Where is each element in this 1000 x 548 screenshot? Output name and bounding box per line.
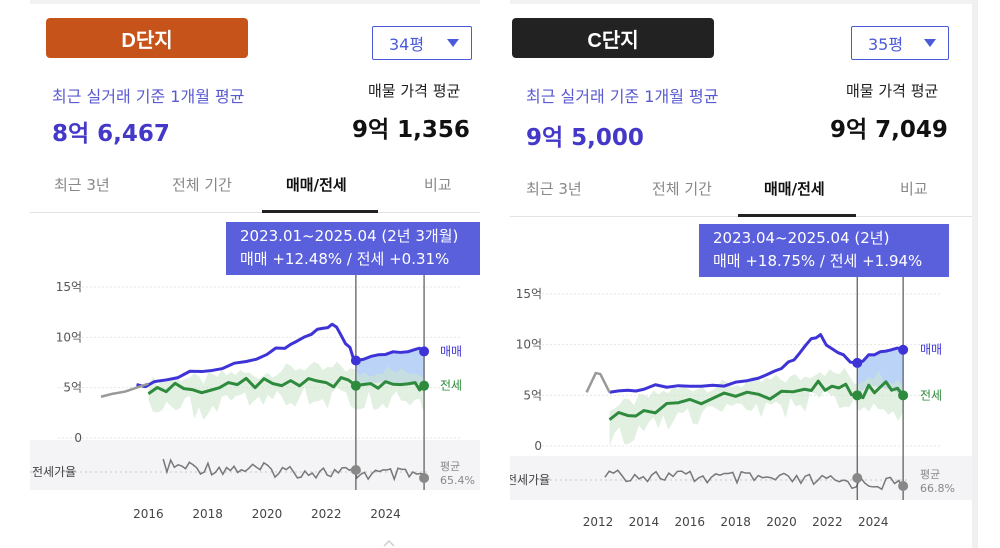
tab-active-indicator <box>262 210 378 213</box>
sale-series-label: 매매 <box>920 343 942 357</box>
tab-compare[interactable]: 비교 <box>424 176 452 194</box>
sale-price-line <box>609 333 904 394</box>
ask-price-label: 매물 가격 평균 <box>846 82 939 100</box>
y-tick-label: 0 <box>74 431 82 445</box>
tab-all-period[interactable]: 전체 기간 <box>172 176 232 194</box>
real-price-label: 최근 실거래 기준 1개월 평균 <box>526 87 719 106</box>
ratio-marker-dot <box>350 465 361 475</box>
y-tick-label: 10억 <box>56 330 82 344</box>
tooltip-arrow <box>386 274 400 275</box>
ratio-marker-dot <box>419 473 430 483</box>
jeonse-ratio-line <box>604 469 904 491</box>
tab-compare[interactable]: 비교 <box>900 180 928 198</box>
tab-recent-3y[interactable]: 최근 3년 <box>54 176 110 194</box>
x-tick-label: 2012 <box>583 515 614 529</box>
jeonse-series-label: 전세 <box>440 379 462 393</box>
y-tick-label: 5억 <box>523 388 542 402</box>
ratio-label: 전세가율 <box>32 465 76 479</box>
ratio-average-value: 66.8% <box>920 482 955 495</box>
jeonse-range-band <box>148 361 425 420</box>
tab-divider <box>30 212 480 213</box>
sale-marker-dot <box>898 344 909 355</box>
sale-marker-dot <box>852 357 863 368</box>
x-tick-label: 2018 <box>192 507 223 521</box>
x-tick-label: 2016 <box>675 515 706 529</box>
range-tooltip: 2023.01~2025.04 (2년 3개월) 매매 +12.48% / 전세… <box>226 222 480 275</box>
y-tick-label: 10억 <box>516 338 542 352</box>
x-tick-label: 2018 <box>720 515 751 529</box>
ratio-marker-dot <box>898 481 909 491</box>
tooltip-arrow <box>873 276 887 277</box>
chevron-down-icon <box>924 39 936 47</box>
x-tick-label: 2016 <box>133 507 164 521</box>
sale-marker-dot <box>419 346 430 357</box>
jeonse-series-label: 전세 <box>920 388 942 402</box>
area-select-value: 35평 <box>868 35 904 54</box>
tooltip-range: 2023.01~2025.04 (2년 3개월) <box>240 227 459 245</box>
range-tooltip: 2023.04~2025.04 (2년) 매매 +18.75% / 전세 +1.… <box>699 224 949 277</box>
area-select-value: 34평 <box>389 35 425 54</box>
chevron-down-icon <box>447 39 459 47</box>
real-price-label: 최근 실거래 기준 1개월 평균 <box>52 87 245 106</box>
jeonse-marker-dot <box>898 390 909 401</box>
complex-card-c: C단지 35평 최근 실거래 기준 1개월 평균 9억 5,000 매물 가격 … <box>510 0 972 548</box>
x-tick-label: 2014 <box>629 515 660 529</box>
x-tick-label: 2022 <box>311 507 342 521</box>
ask-price-value: 9억 7,049 <box>830 117 948 143</box>
ask-price-label: 매물 가격 평균 <box>368 82 461 100</box>
sale-marker-dot <box>350 355 361 366</box>
tab-all-period[interactable]: 전체 기간 <box>652 180 712 198</box>
jeonse-price-line <box>608 379 905 421</box>
jeonse-price-line <box>147 376 426 395</box>
scrollbar-track[interactable] <box>972 0 978 548</box>
ratio-band <box>510 456 972 500</box>
ratio-average-label: 평균 <box>440 460 460 473</box>
x-tick-label: 2024 <box>858 515 889 529</box>
y-tick-label: 15억 <box>56 280 82 294</box>
chevron-up-icon[interactable] <box>382 538 396 548</box>
area-select[interactable]: 35평 <box>851 26 949 60</box>
complex-badge: D단지 <box>46 18 248 58</box>
y-tick-label: 15억 <box>516 287 542 301</box>
sale-price-line <box>136 322 425 389</box>
x-tick-label: 2020 <box>252 507 283 521</box>
area-select[interactable]: 34평 <box>372 26 472 60</box>
ask-price-value: 9억 1,356 <box>352 117 470 143</box>
tab-sale-jeonse[interactable]: 매매/전세 <box>764 180 825 198</box>
tab-active-indicator <box>738 214 856 217</box>
tooltip-change: 매매 +18.75% / 전세 +1.94% <box>713 252 923 270</box>
tab-recent-3y[interactable]: 최근 3년 <box>526 180 582 198</box>
card-top-border <box>30 0 480 4</box>
complex-badge: C단지 <box>512 18 714 58</box>
tooltip-range: 2023.04~2025.04 (2년) <box>713 229 890 247</box>
y-tick-label: 0 <box>534 439 542 453</box>
x-tick-label: 2022 <box>812 515 843 529</box>
real-price-value: 9억 5,000 <box>526 125 644 151</box>
jeonse-marker-dot <box>852 390 863 401</box>
jeonse-marker-dot <box>419 380 430 391</box>
tooltip-change: 매매 +12.48% / 전세 +0.31% <box>240 250 450 268</box>
complex-card-d: D단지 34평 최근 실거래 기준 1개월 평균 8억 6,467 매물 가격 … <box>30 0 480 548</box>
card-top-border <box>510 0 972 4</box>
early-price-line <box>100 382 149 398</box>
early-price-line <box>585 371 611 393</box>
x-tick-label: 2024 <box>370 507 401 521</box>
ratio-label: 전세가율 <box>510 473 550 487</box>
real-price-value: 8억 6,467 <box>52 121 170 147</box>
jeonse-ratio-line <box>162 458 425 482</box>
tab-sale-jeonse[interactable]: 매매/전세 <box>286 176 347 194</box>
ratio-marker-dot <box>852 473 863 483</box>
ratio-average-label: 평균 <box>920 468 940 481</box>
ratio-average-value: 65.4% <box>440 474 475 487</box>
x-tick-label: 2020 <box>766 515 797 529</box>
y-tick-label: 5억 <box>63 381 82 395</box>
ratio-band <box>30 440 480 490</box>
sale-series-label: 매매 <box>440 344 462 358</box>
jeonse-marker-dot <box>350 380 361 391</box>
